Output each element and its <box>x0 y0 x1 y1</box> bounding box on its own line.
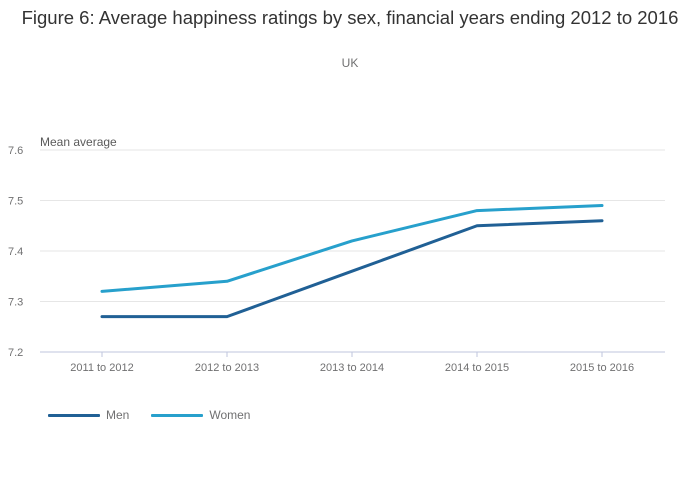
legend-label-women: Women <box>209 408 251 422</box>
legend-swatch-men <box>48 413 100 417</box>
y-tick-label: 7.6 <box>8 145 23 157</box>
y-tick-label: 7.5 <box>8 196 23 208</box>
gridlines <box>40 149 665 302</box>
y-tick-label: 7.2 <box>8 347 23 359</box>
legend: Men Women <box>48 408 250 422</box>
y-tick-label: 7.4 <box>8 246 23 258</box>
legend-label-men: Men <box>106 408 130 422</box>
axes: 7.2 7.3 7.4 7.5 7.6 2011 to 2012 2012 to 2013 2… <box>8 145 665 374</box>
legend-item-men[interactable]: Men <box>48 408 129 422</box>
series-lines <box>100 204 604 319</box>
chart-title: Figure 6: Average happiness ratings by s… <box>21 7 679 28</box>
x-tick-label: 2012 to 2013 <box>195 362 259 374</box>
series-line-women[interactable] <box>100 204 604 293</box>
y-tick-label: 7.3 <box>8 297 23 309</box>
series-line-men[interactable] <box>100 219 604 319</box>
legend-item-women[interactable]: Women <box>151 408 250 422</box>
chart-subtitle: UK <box>341 56 359 70</box>
x-tick-label: 2011 to 2012 <box>70 362 133 374</box>
x-tick-label: 2015 to 2016 <box>570 362 634 374</box>
y-axis-label: Mean average <box>40 135 117 149</box>
x-tick-label: 2013 to 2014 <box>320 362 384 374</box>
x-tick-label: 2014 to 2015 <box>445 362 509 374</box>
legend-swatch-women <box>151 413 204 417</box>
